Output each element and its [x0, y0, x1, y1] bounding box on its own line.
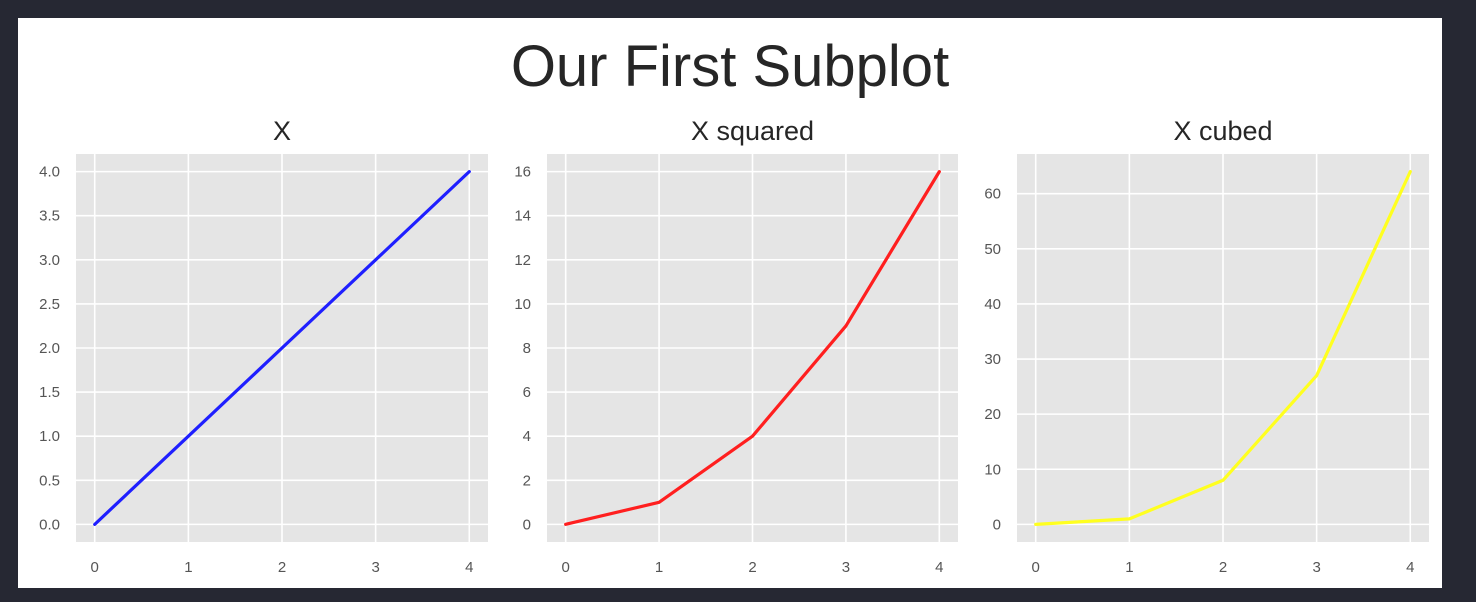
y-tick-label: 10 [984, 461, 1001, 478]
y-tick-label: 2.0 [39, 340, 60, 357]
y-tick-label: 0 [993, 516, 1001, 533]
x-tick-label: 3 [1312, 559, 1320, 576]
figure-title: Our First Subplot [510, 34, 950, 99]
y-tick-label: 0.0 [39, 516, 60, 533]
x-tick-label: 1 [1125, 559, 1133, 576]
series-line [1034, 170, 1412, 526]
y-tick-label: 0 [523, 516, 531, 533]
series-line [93, 170, 471, 526]
y-tick-label: 8 [523, 340, 531, 357]
subplot-title: X squared [690, 116, 815, 146]
y-tick-label: 60 [984, 186, 1001, 203]
x-tick-label: 2 [278, 559, 286, 576]
x-tick-label: 1 [655, 559, 663, 576]
y-tick-label: 3.5 [39, 208, 60, 225]
y-tick-label: 30 [984, 351, 1001, 368]
y-tick-label: 16 [514, 164, 531, 181]
figure: Our First Subplot X 0 1 2 3 4 0.0 0.5 1.0 1.5 2.0… [18, 18, 1442, 588]
y-tick-label: 4.0 [39, 164, 60, 181]
y-tick-label: 40 [984, 296, 1001, 313]
plot-x: 0 1 2 3 4 0.0 0.5 1.0 1.5 2.0 2.5 3.0 3.5 4.0 [39, 154, 488, 576]
x-tick-label: 0 [1032, 559, 1040, 576]
y-tick-label: 0.5 [39, 472, 60, 489]
y-tick-label: 14 [514, 208, 531, 225]
y-tick-label: 3.0 [39, 252, 60, 269]
y-tick-label: 20 [984, 406, 1001, 423]
x-tick-label: 2 [1219, 559, 1227, 576]
x-tick-label: 0 [562, 559, 570, 576]
x-tick-label: 1 [184, 559, 192, 576]
x-tick-label: 0 [91, 559, 99, 576]
y-tick-label: 10 [514, 296, 531, 313]
y-tick-label: 1.5 [39, 384, 60, 401]
y-tick-label: 2.5 [39, 296, 60, 313]
series-line [564, 170, 941, 526]
x-tick-label: 4 [1406, 559, 1414, 576]
y-tick-label: 1.0 [39, 428, 60, 445]
x-tick-label: 2 [748, 559, 756, 576]
y-tick-label: 2 [523, 472, 531, 489]
x-tick-label: 4 [935, 559, 943, 576]
y-tick-label: 4 [523, 428, 531, 445]
x-tick-label: 4 [465, 559, 473, 576]
x-tick-label: 3 [842, 559, 850, 576]
subplot-title: X [272, 116, 291, 146]
y-tick-label: 50 [984, 241, 1001, 258]
y-tick-label: 12 [514, 252, 531, 269]
y-tick-label: 6 [523, 384, 531, 401]
subplot-title: X cubed [1173, 116, 1273, 146]
x-tick-label: 3 [371, 559, 379, 576]
